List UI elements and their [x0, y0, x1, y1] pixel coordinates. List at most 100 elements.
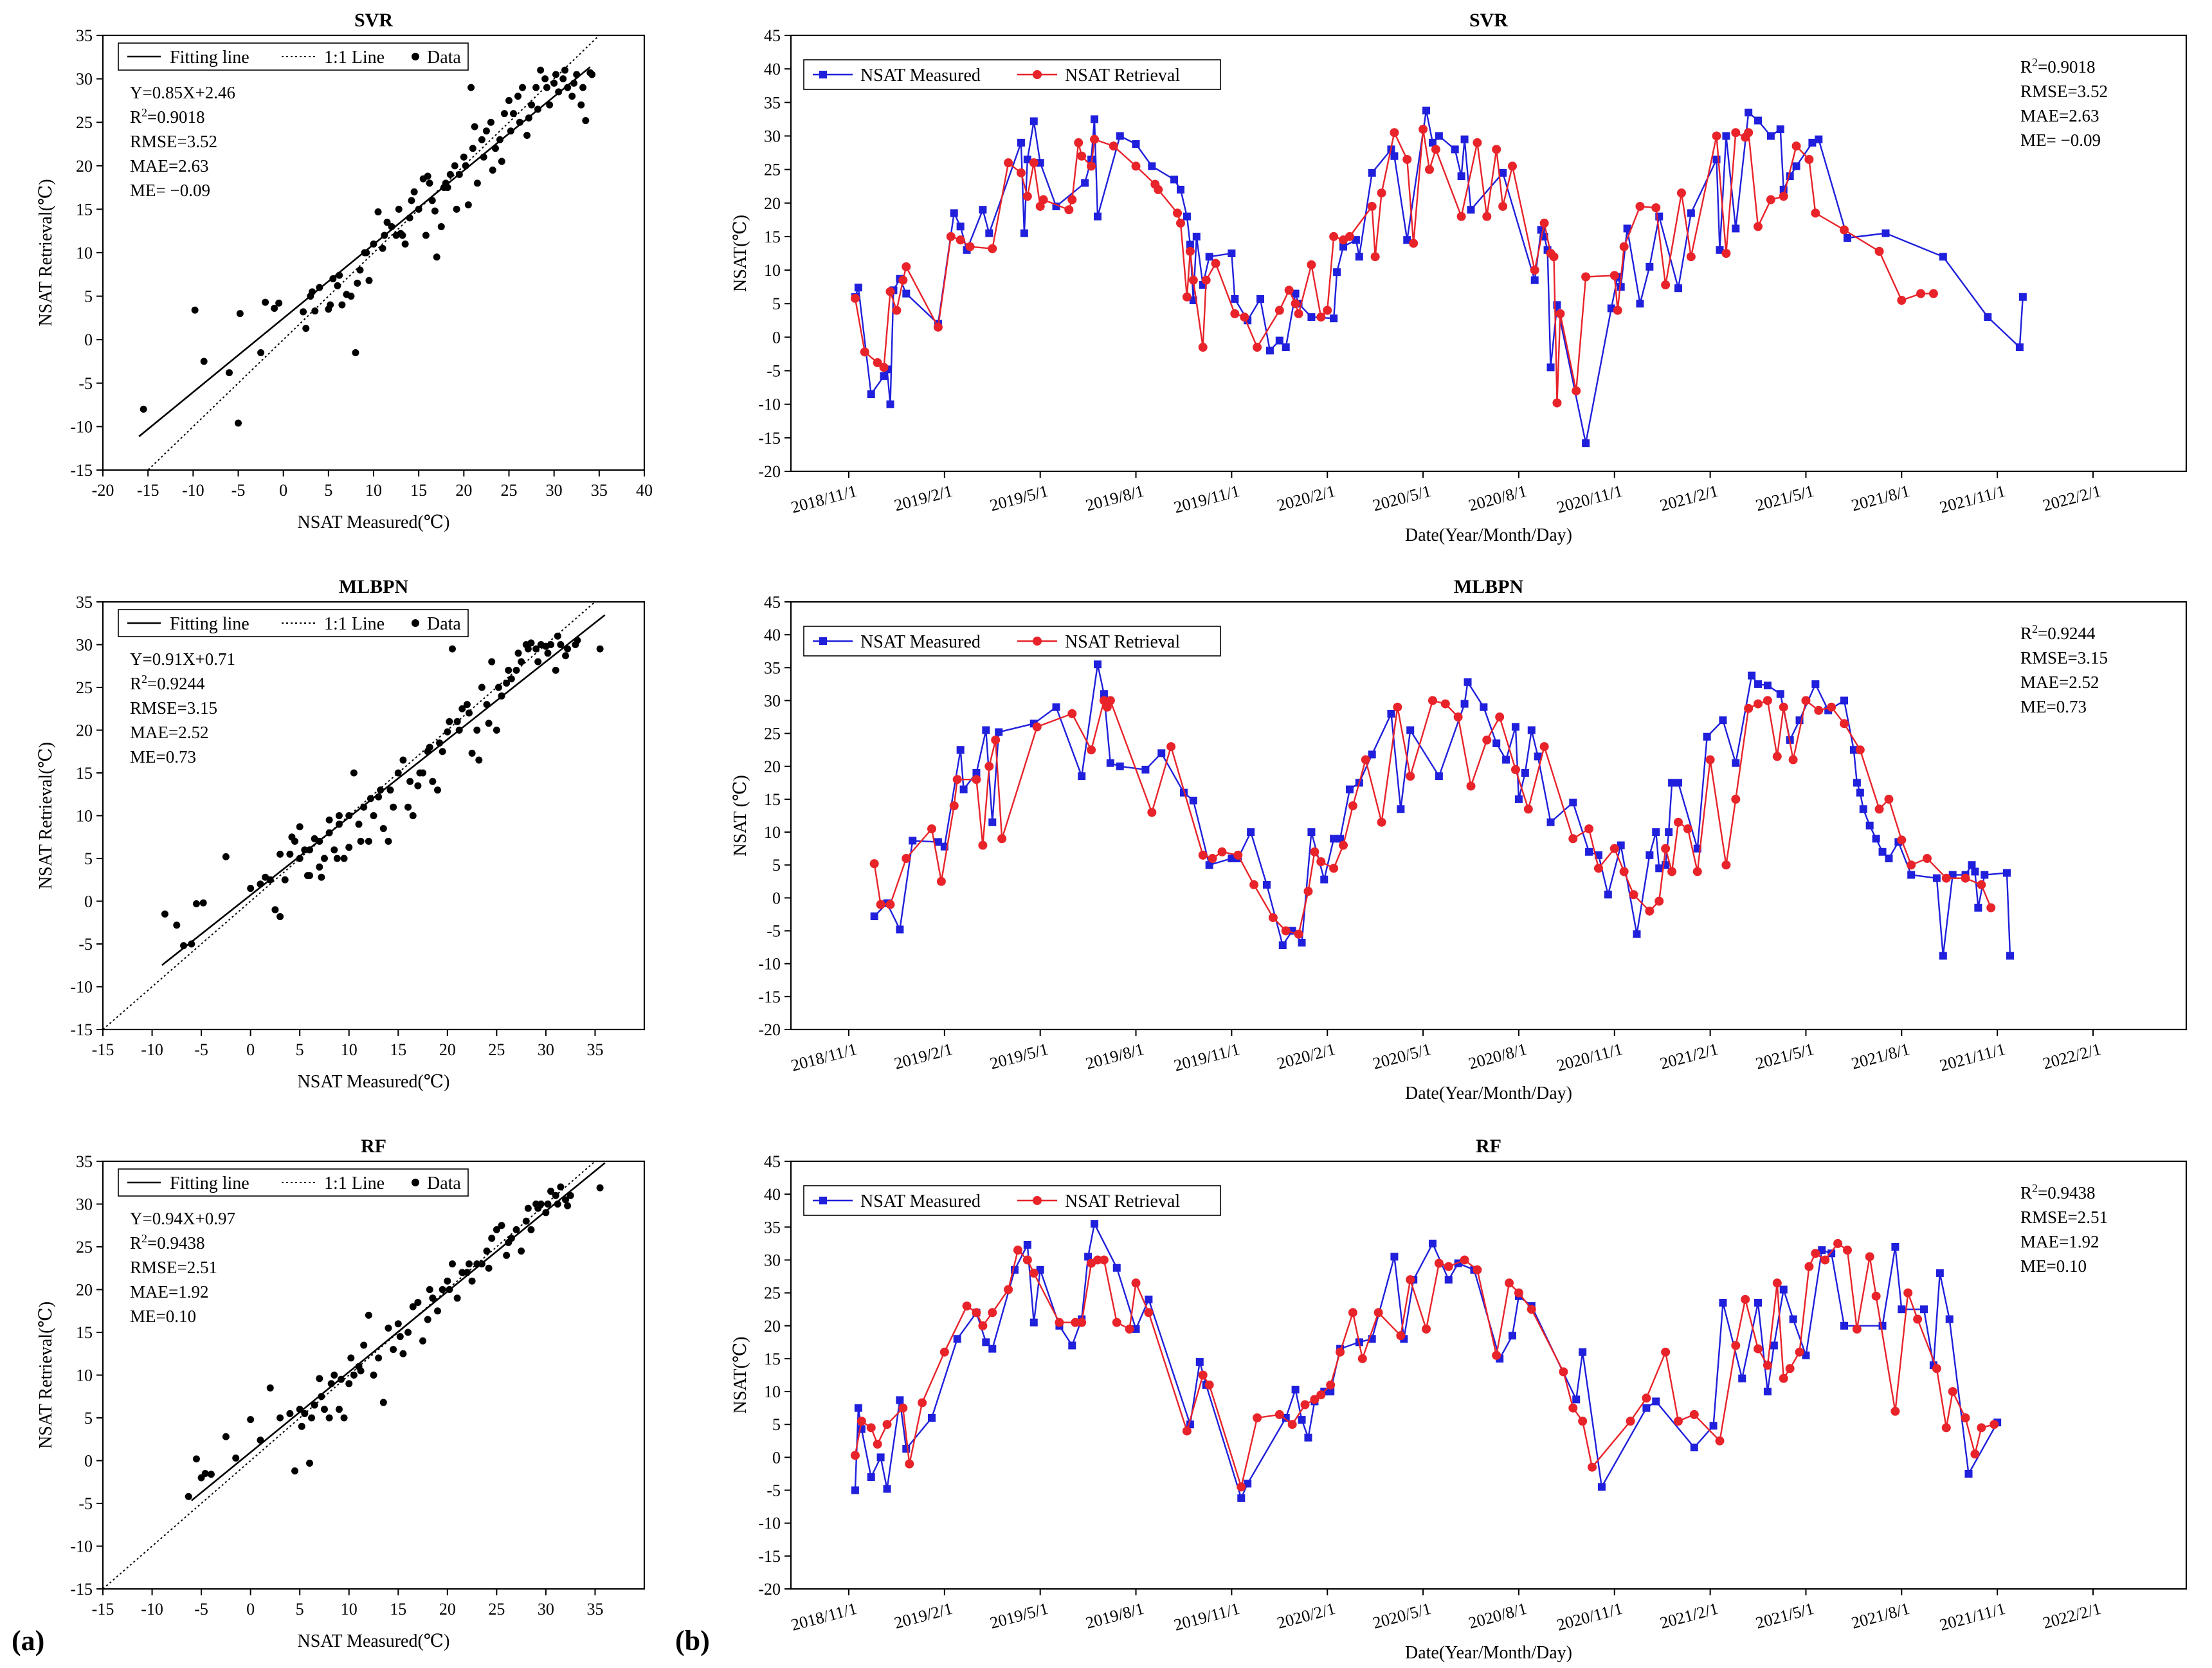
x-tick-label: 2020/8/1: [1467, 1040, 1529, 1073]
series-marker: [1617, 841, 1625, 849]
data-point: [327, 301, 334, 309]
series-marker: [1626, 1417, 1635, 1426]
panel-label-b: (b): [675, 1625, 710, 1656]
data-point: [422, 231, 430, 239]
data-point: [462, 162, 469, 170]
series-marker: [1035, 201, 1045, 211]
x-tick-label: 2021/5/1: [1754, 1599, 1816, 1633]
series-marker: [1403, 236, 1411, 244]
series-marker: [1198, 850, 1208, 860]
series-marker: [953, 1335, 961, 1343]
series-marker: [933, 322, 943, 332]
series-marker: [1435, 772, 1443, 781]
legend-measured-marker: [819, 637, 827, 645]
data-point: [559, 75, 567, 83]
data-point: [352, 349, 359, 356]
data-point: [325, 1414, 333, 1422]
series-marker: [1281, 926, 1291, 936]
series-marker: [1406, 726, 1415, 734]
series-marker: [1105, 696, 1115, 705]
series-marker: [1205, 253, 1213, 261]
y-tick-label: 30: [76, 70, 93, 89]
series-marker: [1754, 680, 1763, 688]
series-marker: [1464, 678, 1472, 686]
data-point: [281, 876, 289, 884]
series-marker: [1112, 1318, 1121, 1327]
y-tick-label: -20: [758, 462, 781, 481]
series-marker: [1763, 1388, 1772, 1396]
data-point: [316, 863, 323, 871]
data-point: [340, 855, 348, 862]
series-marker: [1166, 742, 1176, 752]
data-point: [473, 179, 481, 187]
series-marker: [1754, 699, 1763, 709]
y-tick-label: 25: [76, 113, 93, 132]
series-marker: [1377, 817, 1386, 827]
series-marker: [1291, 299, 1300, 309]
series-marker: [1339, 840, 1348, 850]
data-point: [426, 1286, 433, 1293]
series-marker: [1480, 703, 1488, 711]
series-marker: [1182, 292, 1192, 302]
series-marker: [2003, 869, 2011, 877]
series-marker: [1719, 716, 1727, 725]
series-marker: [1294, 929, 1303, 939]
data-point: [532, 84, 540, 91]
data-point: [161, 910, 168, 918]
series-marker: [1891, 1243, 1899, 1251]
legend-identity-label: 1:1 Line: [324, 614, 385, 634]
data-point: [458, 705, 466, 712]
data-point: [291, 1467, 299, 1474]
series-marker: [1970, 1449, 1980, 1459]
x-tick-label: 10: [341, 1040, 358, 1059]
data-point: [564, 84, 572, 91]
series-marker: [1265, 347, 1274, 355]
series-marker: [1572, 1395, 1581, 1404]
series-marker: [1029, 158, 1038, 168]
series-marker: [1593, 864, 1603, 873]
plot-frame: [790, 1160, 2188, 1590]
series-marker: [892, 305, 902, 315]
data-point: [429, 1294, 437, 1302]
series-marker: [880, 372, 888, 380]
data-point: [482, 127, 490, 135]
y-tick-label: 20: [76, 1281, 93, 1300]
series-marker: [1195, 1358, 1204, 1366]
series-marker: [1779, 702, 1788, 712]
series-marker: [1141, 765, 1150, 774]
series-marker: [1776, 125, 1784, 134]
data-point: [185, 1492, 192, 1500]
legend-box: [803, 626, 1221, 657]
data-point: [588, 71, 596, 78]
series-marker: [956, 746, 965, 754]
series-marker: [1406, 1275, 1415, 1285]
series-marker: [1336, 835, 1345, 843]
y-tick-label: 35: [764, 93, 781, 112]
y-tick-label: 0: [84, 331, 93, 349]
series-marker: [1253, 1413, 1262, 1422]
series-marker: [1440, 699, 1450, 709]
data-point: [424, 172, 431, 180]
series-marker: [1719, 1298, 1727, 1307]
y-axis-label: NSAT Retrieval(℃): [36, 1301, 56, 1449]
series-marker: [1913, 1314, 1923, 1324]
series-marker: [1396, 1331, 1406, 1341]
data-point: [446, 718, 453, 725]
series-marker: [1377, 188, 1386, 198]
x-tick-label: 2022/2/1: [2041, 1599, 2103, 1633]
legend-data-swatch: [412, 1179, 419, 1186]
y-tick-label: 0: [84, 893, 93, 911]
series-marker: [1588, 1462, 1597, 1472]
series-marker: [1036, 1265, 1044, 1274]
series-marker: [1390, 152, 1399, 160]
y-tick-label: 10: [764, 261, 781, 280]
series-marker: [1217, 847, 1227, 857]
series-marker: [1849, 746, 1858, 754]
data-point: [320, 1406, 328, 1413]
data-point: [554, 1201, 561, 1208]
data-point: [301, 846, 309, 854]
data-point: [355, 820, 363, 828]
series-marker: [1766, 195, 1775, 204]
data-point: [453, 205, 460, 213]
data-point: [478, 136, 485, 143]
